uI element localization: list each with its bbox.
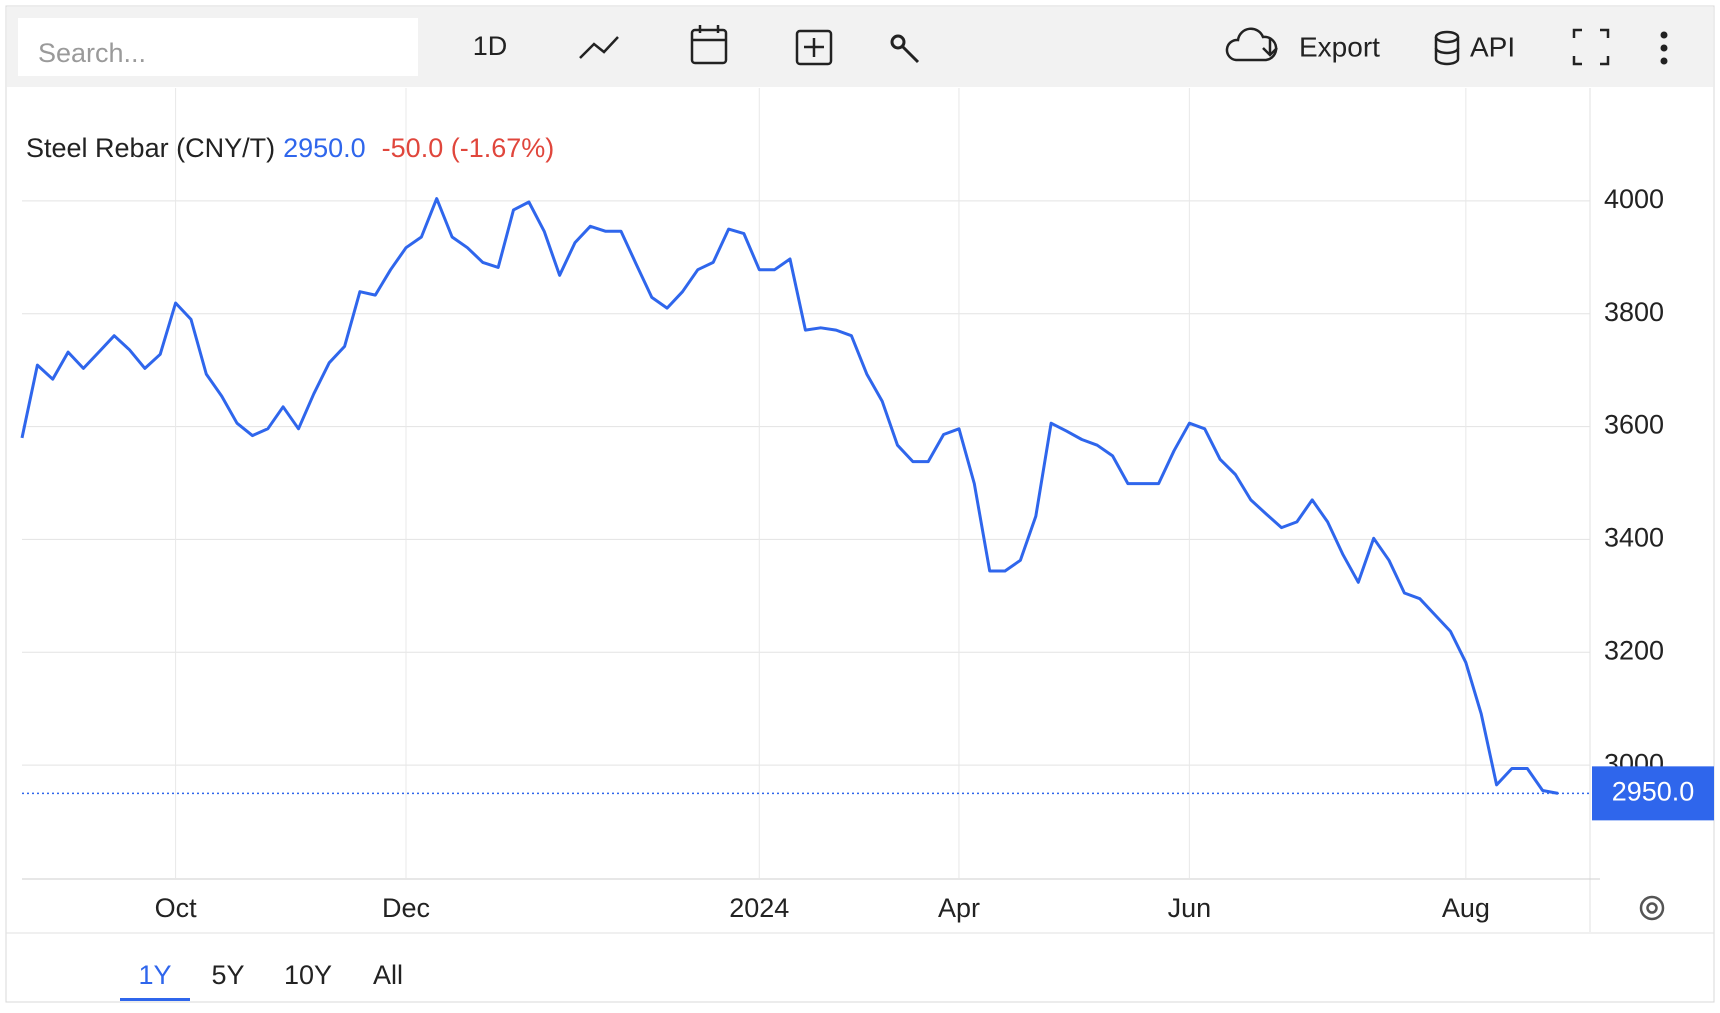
menu-icon[interactable] <box>1660 31 1668 65</box>
last-price-badge <box>1592 766 1714 821</box>
y-tick-label: 3800 <box>1604 297 1664 327</box>
range-button[interactable]: 10Y <box>284 960 332 990</box>
range-button[interactable]: 5Y <box>211 960 244 990</box>
legend-title: Steel Rebar (CNY/T) <box>26 133 275 163</box>
x-tick-label: Oct <box>155 893 198 923</box>
legend-change: -50.0 (-1.67%) <box>382 133 555 163</box>
price-line <box>20 197 1559 795</box>
x-tick-label: Jun <box>1168 893 1212 923</box>
export-icon[interactable] <box>1225 27 1278 62</box>
y-tick-label: 3600 <box>1604 410 1664 440</box>
range-button[interactable]: All <box>373 960 403 990</box>
fullscreen-icon[interactable] <box>1572 28 1610 66</box>
y-tick-label: 4000 <box>1604 184 1664 214</box>
api-button[interactable]: API <box>1470 31 1515 62</box>
interval-button[interactable]: 1D <box>473 31 508 61</box>
x-tick-label: Apr <box>938 893 980 923</box>
chart-type-icon[interactable] <box>579 36 619 59</box>
y-tick-label: 3400 <box>1604 523 1664 553</box>
x-tick-label: Aug <box>1442 893 1490 923</box>
y-tick-label: 3200 <box>1604 635 1664 665</box>
legend-price: 2950.0 <box>283 133 366 163</box>
search-box[interactable] <box>18 18 418 76</box>
add-indicator-icon[interactable] <box>795 29 833 66</box>
range-button[interactable]: 1Y <box>138 960 171 990</box>
last-price-label: 2950.0 <box>1612 776 1695 806</box>
api-icon[interactable] <box>1434 30 1460 66</box>
range-active-underline <box>120 998 190 1001</box>
settings-icon[interactable] <box>1639 895 1665 921</box>
x-tick-label: 2024 <box>729 893 789 923</box>
export-button[interactable]: Export <box>1299 31 1380 62</box>
frame <box>5 5 1715 1003</box>
search-placeholder[interactable]: Search... <box>38 38 146 68</box>
calendar-icon[interactable] <box>690 25 728 65</box>
x-tick-label: Dec <box>382 893 430 923</box>
tools-icon[interactable] <box>890 34 920 64</box>
legend: Steel Rebar (CNY/T) 2950.0 -50.0 (-1.67%) <box>26 133 554 163</box>
